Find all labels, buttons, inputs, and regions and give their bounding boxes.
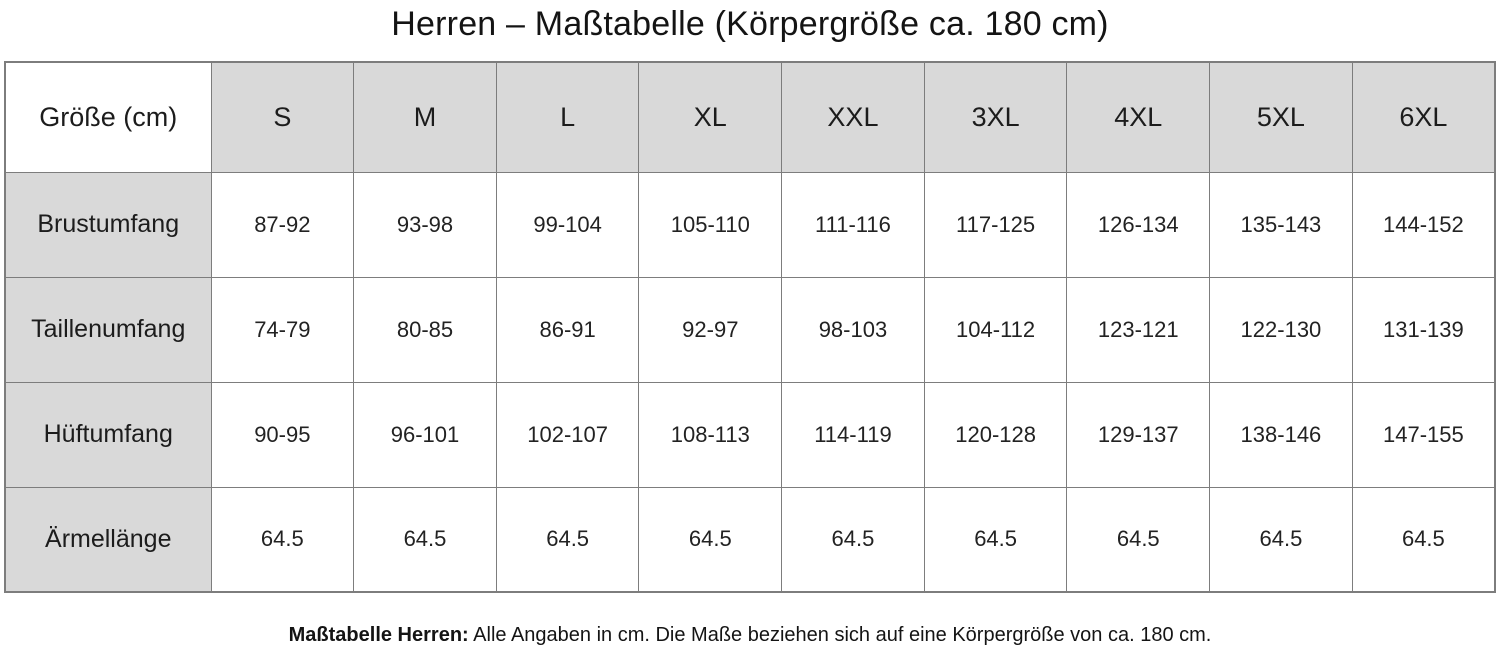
value-cell: 123-121 (1066, 276, 1211, 383)
value-cell: 64.5 (638, 486, 783, 593)
value-cell: 64.5 (923, 486, 1068, 593)
table-row: Ärmellänge 64.5 64.5 64.5 64.5 64.5 64.5 64.5 64… (4, 486, 1496, 593)
row-label-cell: Hüftumfang (4, 381, 212, 488)
size-header-cell: 5XL (1209, 61, 1353, 173)
row-label-cell: Taillenumfang (4, 276, 212, 383)
value-cell: 126-134 (1066, 171, 1211, 278)
footnote-label: Maßtabelle Herren: (288, 624, 469, 646)
value-cell: 129-137 (1066, 381, 1211, 488)
value-cell: 64.5 (781, 486, 925, 593)
page-title: Herren – Maßtabelle (Körpergröße ca. 180… (391, 5, 1109, 43)
corner-header-cell: Größe (cm) (4, 61, 212, 173)
value-cell: 92-97 (638, 276, 783, 383)
value-cell: 102-107 (495, 381, 640, 488)
value-cell: 122-130 (1209, 276, 1353, 383)
header-row: Größe (cm) S M L XL XXL 3XL 4XL 5XL 6XL (4, 61, 1496, 173)
size-header-cell: 3XL (923, 61, 1068, 173)
table-row: Hüftumfang 90-95 96-101 102-107 108-113 114-1… (4, 381, 1496, 488)
footnote: Maßtabelle Herren: Alle Angaben in cm. D… (0, 624, 1500, 647)
size-header-cell: 4XL (1066, 61, 1211, 173)
value-cell: 99-104 (495, 171, 640, 278)
value-cell: 90-95 (210, 381, 355, 488)
value-cell: 64.5 (495, 486, 640, 593)
footnote-text: Alle Angaben in cm. Die Maße beziehen si… (473, 624, 1212, 646)
value-cell: 93-98 (353, 171, 497, 278)
size-header-cell: 6XL (1351, 61, 1496, 173)
value-cell: 64.5 (1066, 486, 1211, 593)
size-header-cell: S (210, 61, 355, 173)
value-cell: 114-119 (781, 381, 925, 488)
size-header-cell: M (353, 61, 497, 173)
value-cell: 80-85 (353, 276, 497, 383)
value-cell: 64.5 (210, 486, 355, 593)
value-cell: 105-110 (638, 171, 783, 278)
size-header-cell: L (495, 61, 640, 173)
table-row: Taillenumfang 74-79 80-85 86-91 92-97 98-103 1… (4, 276, 1496, 383)
size-header-cell: XL (638, 61, 783, 173)
row-label-cell: Ärmellänge (4, 486, 212, 593)
value-cell: 86-91 (495, 276, 640, 383)
row-label-cell: Brustumfang (4, 171, 212, 278)
table-body: Brustumfang 87-92 93-98 99-104 105-110 111-11… (4, 171, 1496, 593)
value-cell: 64.5 (1351, 486, 1496, 593)
value-cell: 64.5 (353, 486, 497, 593)
value-cell: 117-125 (923, 171, 1068, 278)
table-row: Brustumfang 87-92 93-98 99-104 105-110 111-11… (4, 171, 1496, 278)
value-cell: 104-112 (923, 276, 1068, 383)
value-cell: 135-143 (1209, 171, 1353, 278)
table-head: Größe (cm) S M L XL XXL 3XL 4XL 5XL 6XL (4, 61, 1496, 173)
value-cell: 96-101 (353, 381, 497, 488)
size-table: Größe (cm) S M L XL XXL 3XL 4XL 5XL 6XL Brustumf… (4, 61, 1496, 593)
value-cell: 74-79 (210, 276, 355, 383)
value-cell: 108-113 (638, 381, 783, 488)
value-cell: 64.5 (1209, 486, 1353, 593)
value-cell: 87-92 (210, 171, 355, 278)
value-cell: 120-128 (923, 381, 1068, 488)
value-cell: 98-103 (781, 276, 925, 383)
value-cell: 144-152 (1351, 171, 1496, 278)
value-cell: 147-155 (1351, 381, 1496, 488)
value-cell: 138-146 (1209, 381, 1353, 488)
value-cell: 111-116 (781, 171, 925, 278)
size-header-cell: XXL (781, 61, 925, 173)
value-cell: 131-139 (1351, 276, 1496, 383)
